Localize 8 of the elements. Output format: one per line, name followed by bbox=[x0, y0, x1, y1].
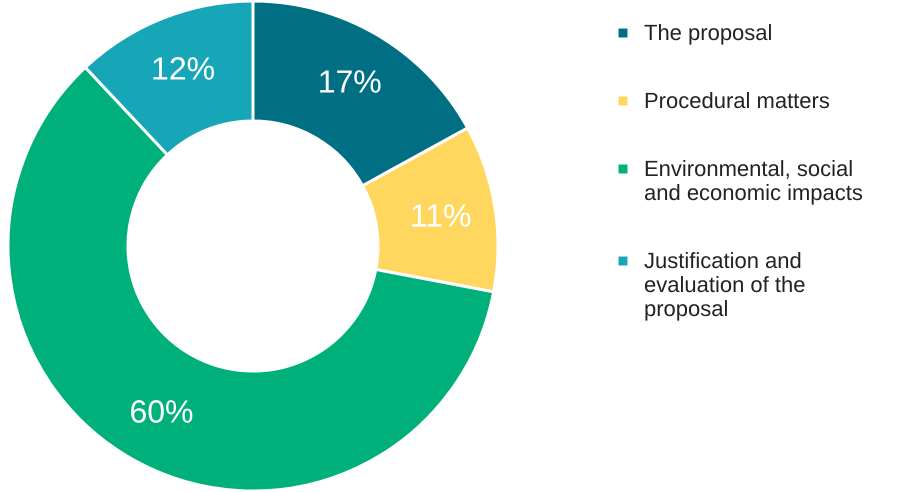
legend-label: The proposal bbox=[644, 20, 772, 45]
legend-label: Procedural matters bbox=[644, 88, 830, 113]
data-label: 12% bbox=[151, 50, 216, 86]
data-label: 17% bbox=[318, 63, 382, 100]
legend-label: Justification and evaluation of the proposal bbox=[644, 248, 806, 321]
data-label: 11% bbox=[410, 197, 472, 234]
legend-label: Environmental, social and economic impacts bbox=[644, 156, 863, 205]
data-label: 60% bbox=[129, 394, 194, 430]
